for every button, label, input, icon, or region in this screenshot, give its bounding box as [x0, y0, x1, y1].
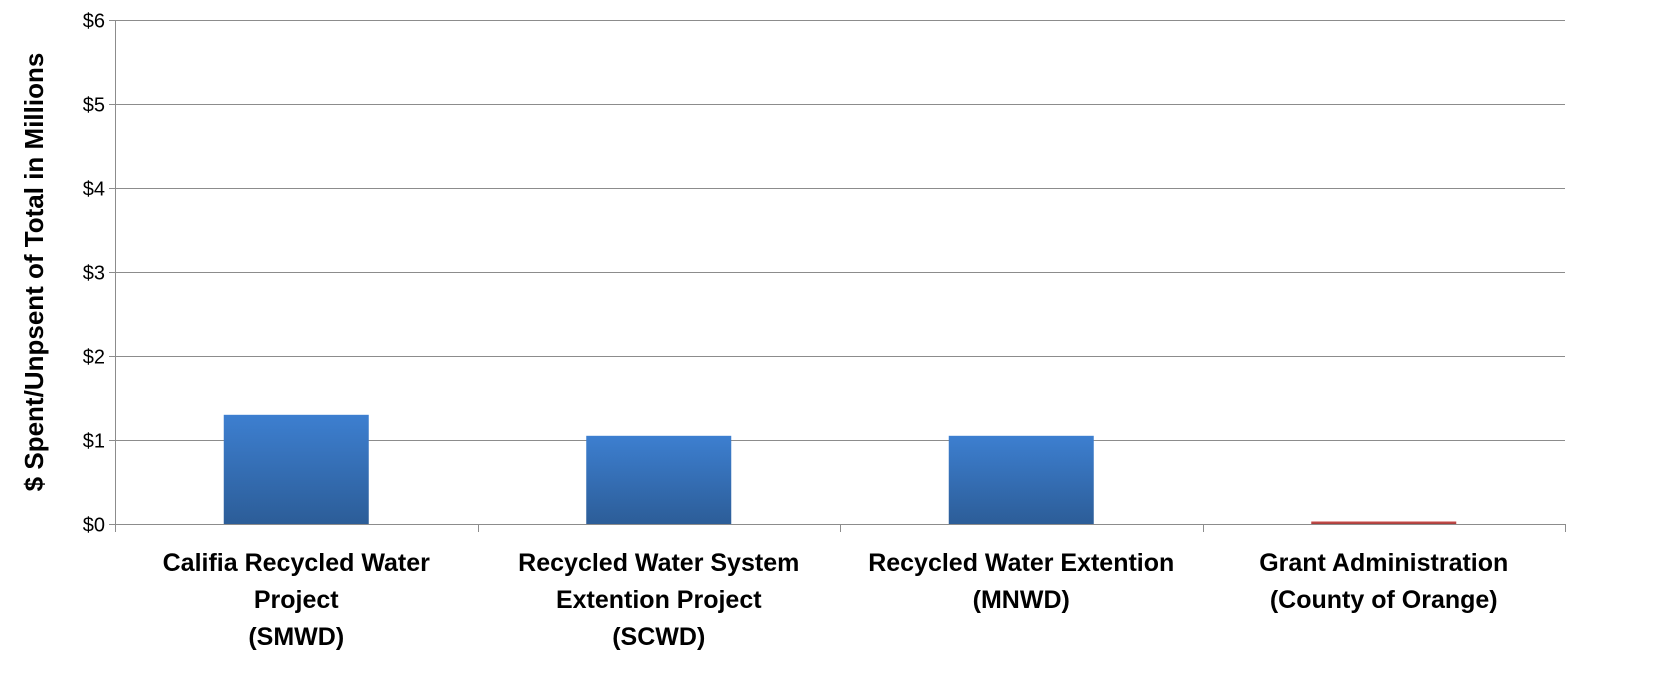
bars	[223, 414, 1457, 524]
y-tick-label: $1	[83, 431, 105, 453]
y-tick-label: $3	[83, 263, 105, 285]
x-category-label: Recycled Water Extention	[868, 549, 1174, 577]
y-tick-label: $6	[83, 11, 105, 33]
x-category-label: Grant Administration	[1259, 549, 1508, 577]
y-tick-label: $4	[83, 179, 105, 201]
bar	[586, 435, 732, 524]
x-category-label: Extention Project	[556, 586, 762, 614]
x-category-label: (SMWD)	[248, 623, 344, 651]
y-tick-label: $0	[83, 515, 105, 537]
x-category-labels: Califia Recycled Water Project (SMWD) Recyc…	[163, 549, 1509, 651]
axes	[109, 20, 1566, 532]
x-category-label: Recycled Water System	[518, 549, 799, 577]
bar	[948, 435, 1094, 524]
x-category-label: (County of Orange)	[1270, 586, 1498, 614]
y-tick-labels: $0 $1 $2 $3 $4 $5 $6	[83, 11, 105, 537]
x-category-label: Project	[254, 586, 339, 614]
bar	[223, 414, 369, 524]
bar	[1311, 521, 1457, 524]
gridlines	[115, 20, 1565, 441]
x-category-label: (MNWD)	[973, 586, 1070, 614]
y-tick-label: $5	[83, 95, 105, 117]
x-category-label: Califia Recycled Water	[163, 549, 431, 577]
y-axis-title: $ Spent/Unpsent of Total in Millions	[19, 53, 49, 492]
x-category-label: (SCWD)	[612, 623, 705, 651]
y-tick-label: $2	[83, 347, 105, 369]
